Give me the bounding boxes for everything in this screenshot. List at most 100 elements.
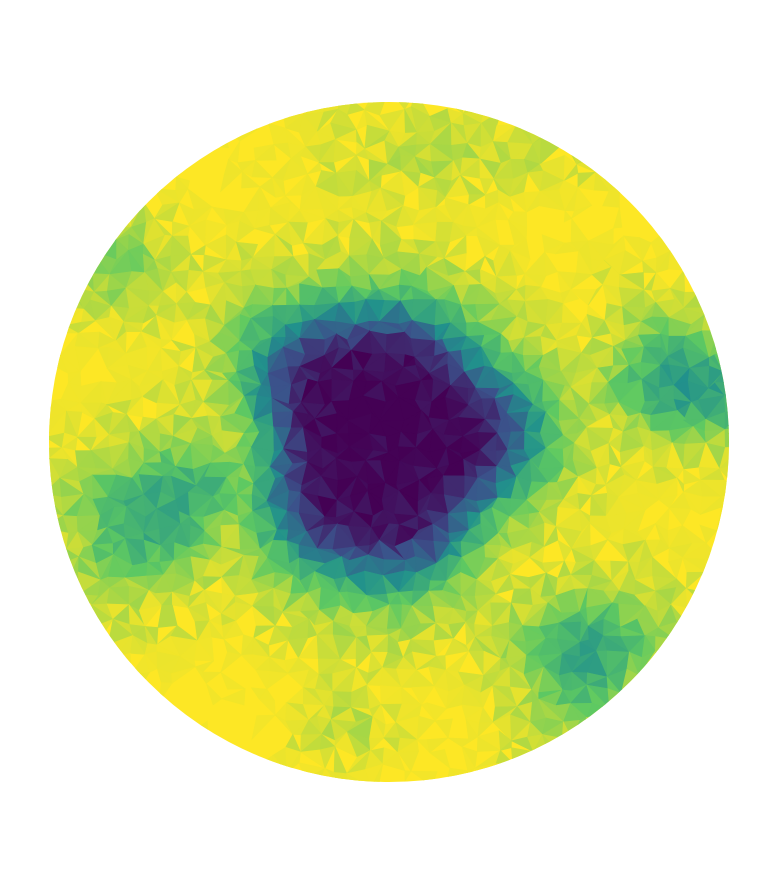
mesh-cell [79,249,93,277]
mesh-cell [668,236,685,252]
mesh-cell [698,282,727,309]
mesh-cell [720,496,729,511]
mesh-cell [333,138,357,163]
mesh-cell [171,319,188,341]
mesh-cell [448,621,467,640]
mesh-cell [523,110,548,134]
mesh-cell [612,207,623,229]
mesh-cell [266,671,289,690]
mesh-cells [20,76,755,803]
mesh-cell [81,625,98,646]
mesh-cell [114,190,133,211]
mesh-cell [171,666,196,684]
mesh-cell [65,593,82,610]
mesh-cell [704,542,722,560]
mesh-cell [714,307,729,326]
mesh-cell [130,634,146,655]
mesh-cell [209,619,225,640]
mesh-cell [270,771,290,782]
mesh-cell [477,721,494,738]
mesh-cell [703,307,717,315]
mesh-cell [719,538,729,560]
mesh-cell [734,370,754,382]
mesh-cell [429,749,451,769]
mesh-cell [287,637,309,659]
mesh-cell [157,604,178,628]
mesh-cell [444,78,461,99]
mesh-cell [608,443,622,468]
mesh-cell [239,107,259,130]
mesh-cell [51,305,65,326]
mesh-cell [562,288,580,305]
mesh-cell [612,157,630,180]
mesh-cell [542,560,565,574]
mesh-cell [49,580,70,595]
mesh-cell [319,745,336,770]
mesh-cell [704,587,721,612]
mesh-cell [605,715,620,733]
mesh-cell [370,76,388,99]
mesh-cell [300,82,324,100]
mesh-cell [655,636,677,652]
mesh-cell [704,558,722,573]
mesh-cell [590,484,607,497]
mesh-cell [570,272,593,291]
mesh-cell [222,108,244,127]
mesh-cell [93,227,117,240]
mesh-cell [114,652,131,677]
mesh-cell [144,654,158,673]
mesh-cell [570,125,595,149]
mesh-cell [718,324,729,333]
mesh-cell [444,78,462,100]
mesh-cell [734,383,755,398]
mesh-cell [722,349,729,373]
mesh-cell [95,643,115,657]
mesh-cell [576,147,598,165]
mesh-cell [318,162,337,174]
mesh-cell [397,750,420,772]
mesh-cell [589,539,609,562]
mesh-cell [683,609,711,624]
mesh-cell [201,125,230,149]
mesh-cell [251,159,274,179]
mesh-cell [126,172,148,194]
mesh-cell [684,620,703,646]
mesh-cell [719,545,729,565]
mesh-cell [474,102,502,112]
mesh-cell [299,209,327,224]
mesh-cell [602,190,620,208]
mesh-cell [49,324,66,339]
mesh-cell [724,428,729,448]
mesh-cell [91,655,116,677]
mesh-cell [58,267,81,293]
mesh-cell [432,786,451,803]
mesh-cell [461,736,478,748]
mesh-cell [20,411,38,436]
mesh-cell [96,643,115,657]
mesh-cell [251,714,276,741]
mesh-cell [355,651,372,669]
mesh-cell [185,720,209,736]
mesh-cell [637,192,659,212]
mesh-cell [433,82,444,100]
mesh-cell [80,236,93,255]
mesh-cell [426,702,448,722]
mesh-cell [269,207,290,226]
mesh-cell [543,525,559,548]
mesh-cell [67,571,80,596]
mesh-cell [604,176,630,192]
mesh-cell [704,571,721,593]
mesh-cell [202,576,223,591]
mesh-cell [416,715,436,741]
mesh-cell [449,221,467,243]
mesh-cell [93,227,118,241]
mesh-cell [67,580,80,595]
mesh-cell [318,784,338,800]
mesh-cell [316,108,339,133]
mesh-cell [193,639,215,662]
mesh-cell [541,753,561,772]
mesh-cell [404,770,412,782]
mesh-cell [638,675,655,684]
mesh-cell [674,619,689,647]
